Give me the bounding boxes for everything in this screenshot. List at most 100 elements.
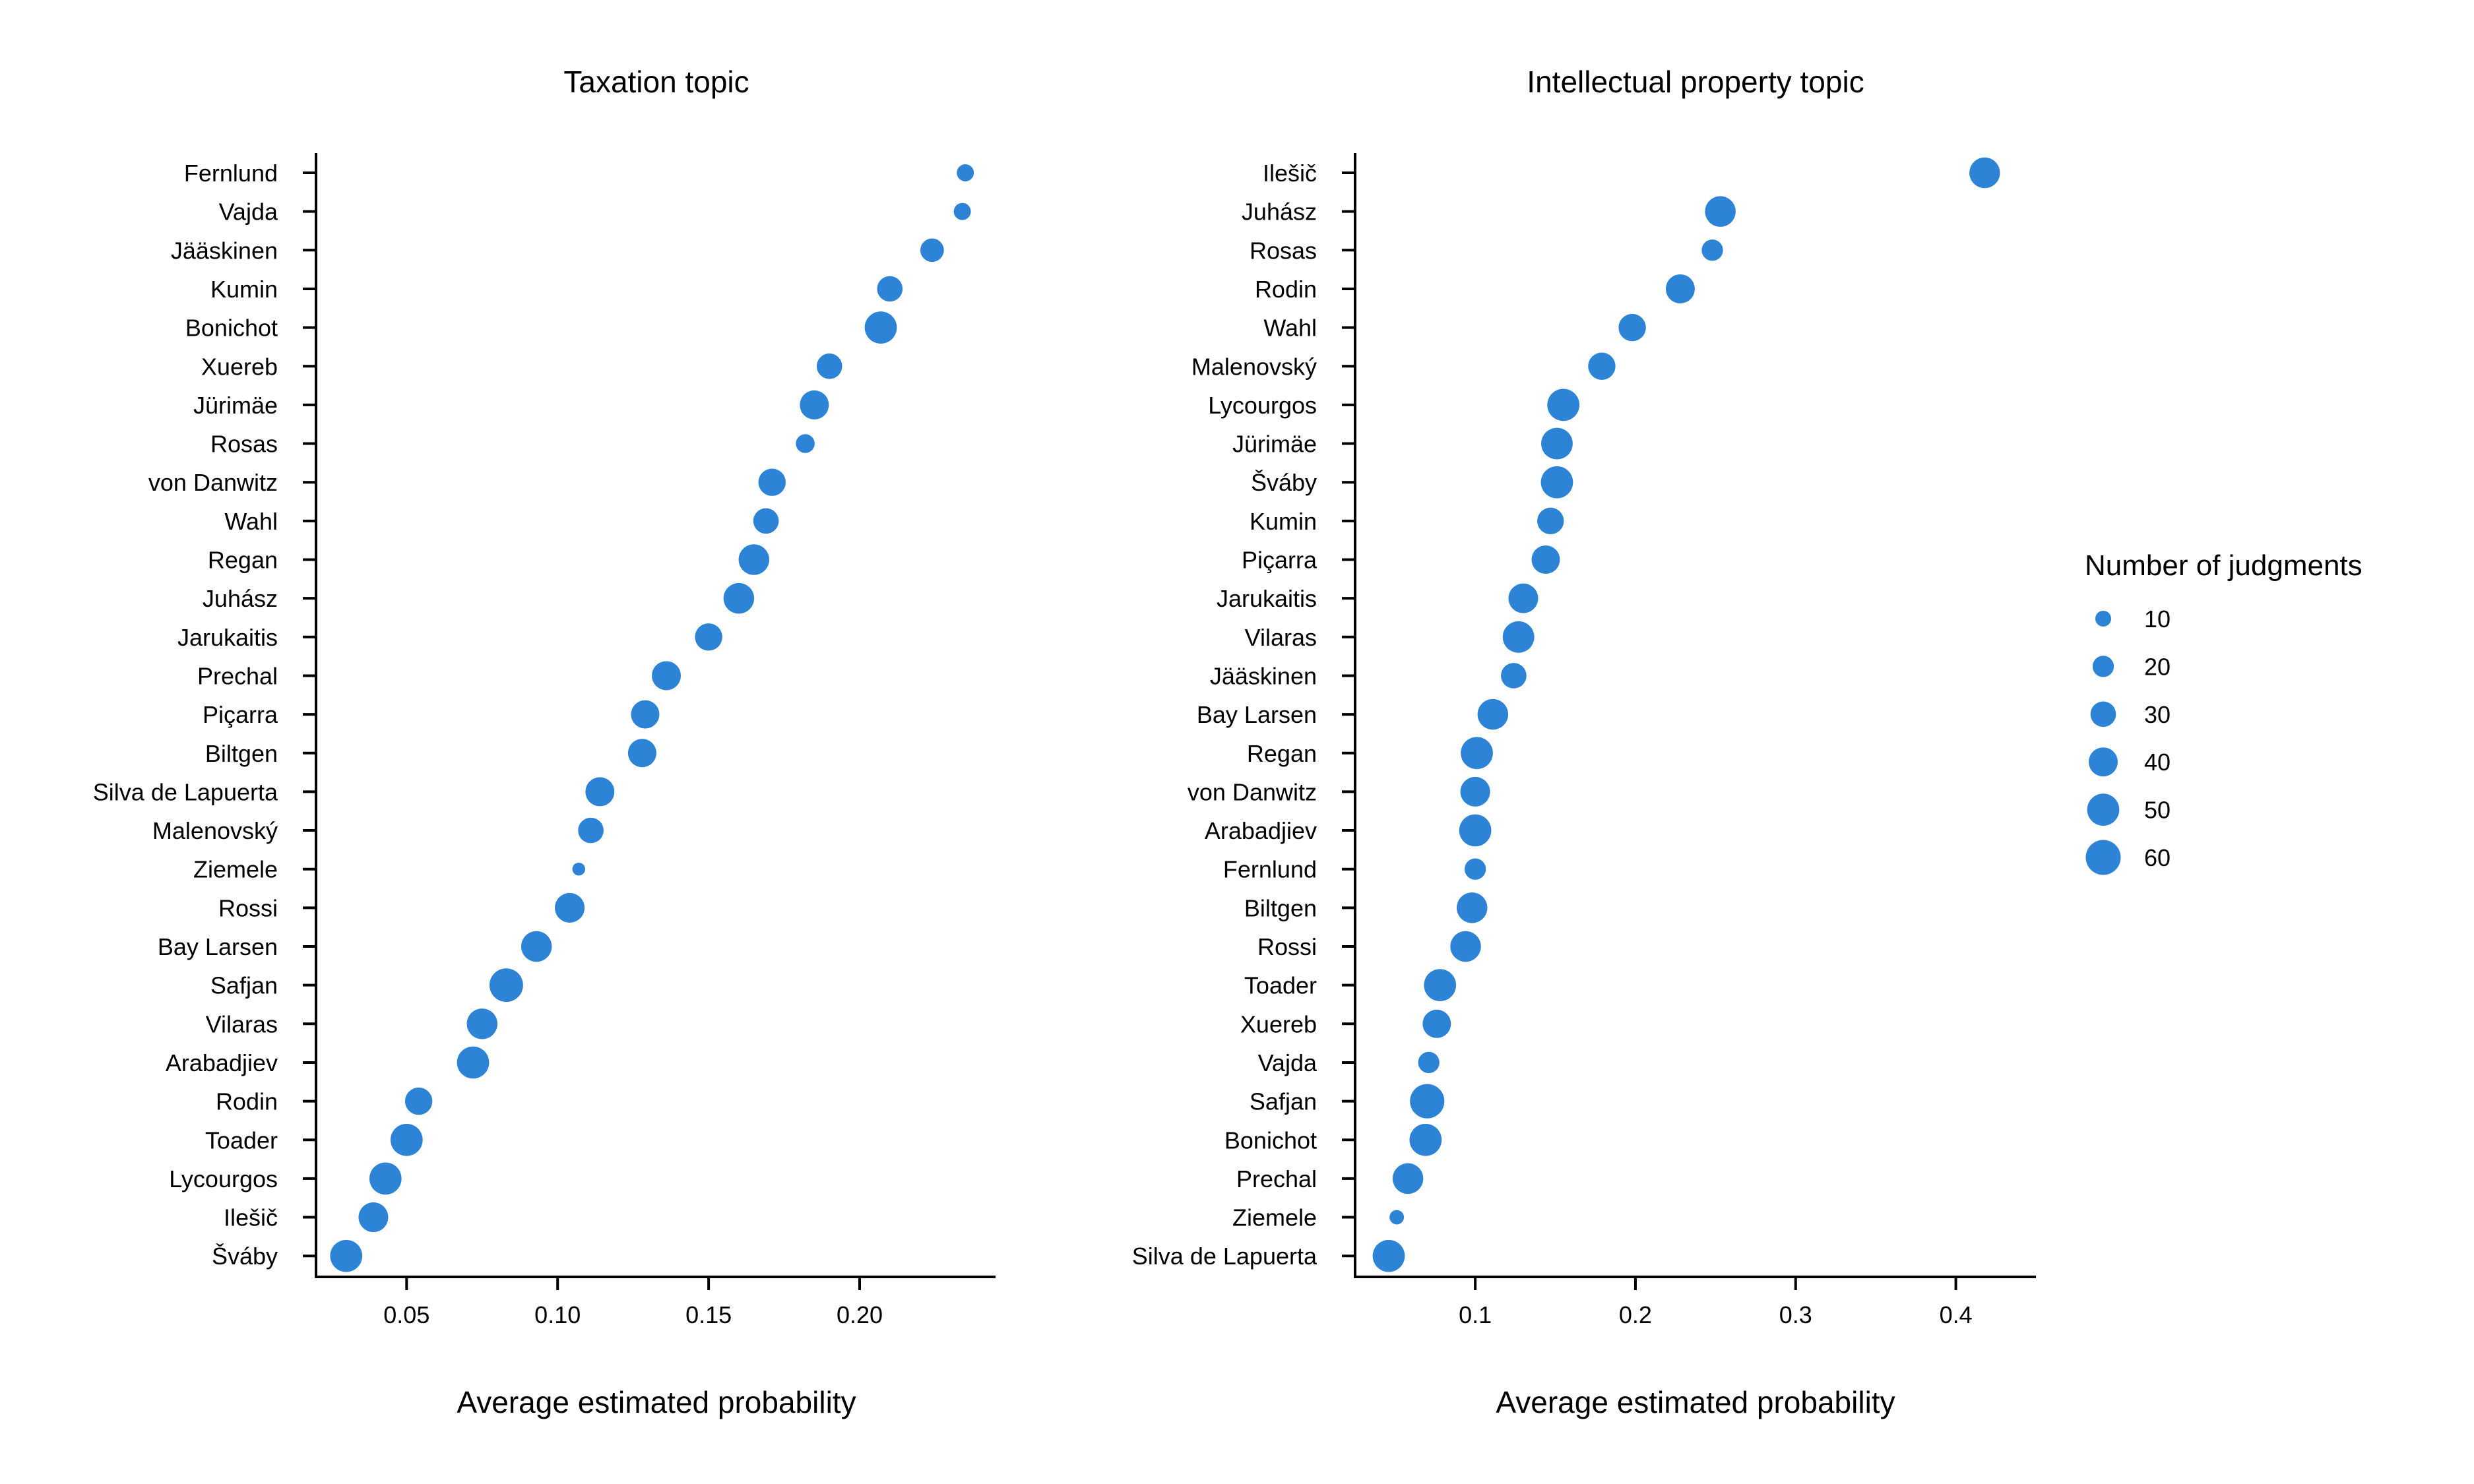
y-tick-label-safjan: Safjan [210,972,278,999]
panel-title-taxation: Taxation topic [563,65,749,99]
point-toader [1424,969,1457,1002]
legend-label-20: 20 [2144,653,2171,680]
y-tick-label-toader: Toader [205,1127,278,1154]
point-fernlund [1464,858,1486,880]
y-tick-label-biltgen: Biltgen [1244,894,1317,921]
y-tick-label-kumin: Kumin [210,276,278,303]
y-tick-label-arabadjiev: Arabadjiev [1205,817,1317,844]
y-tick-label-svaby: Šváby [1251,469,1317,496]
x-tick-label-intellectual-property: 0.4 [1940,1301,1973,1328]
x-tick-label-taxation: 0.05 [383,1301,429,1328]
point-safjan [1410,1084,1445,1119]
point-biltgen [1457,892,1488,923]
y-tick-label-prechal: Prechal [197,662,278,689]
plot-area-taxation: Fernlund Vajda Jääskinen Kumin Bonichot Xuere… [93,160,974,1328]
y-tick-label-fernlund: Fernlund [184,160,278,187]
y-tick-label-picarra: Piçarra [1242,547,1317,574]
y-tick-label-wahl: Wahl [1263,315,1317,342]
x-tick-label-intellectual-property: 0.3 [1779,1301,1812,1328]
legend-symbol-60 [2085,840,2121,875]
y-tick-label-bonichot: Bonichot [185,315,278,342]
point-silva-de-lapuerta [1372,1239,1405,1272]
legend-label-40: 40 [2144,749,2171,776]
point-jurimae [1541,427,1573,460]
y-tick-label-juhasz: Juhász [203,585,278,612]
y-tick-label-ziemele: Ziemele [193,856,278,883]
y-tick-label-toader: Toader [1244,972,1317,999]
panel-taxation: Taxation topic Fernlund Vajda Jääskinen Kum… [93,65,996,1419]
x-tick-label-taxation: 0.20 [837,1301,883,1328]
point-bonichot [1409,1123,1442,1156]
y-tick-label-rossi: Rossi [218,894,278,921]
y-tick-label-vajda: Vajda [219,199,278,226]
point-xuereb [816,353,842,379]
point-ziemele [572,862,586,876]
y-tick-label-von-danwitz: von Danwitz [1188,778,1317,805]
point-fernlund [957,164,974,181]
point-vilaras [466,1008,497,1039]
point-vajda [953,202,971,220]
y-tick-label-vajda: Vajda [1258,1049,1317,1076]
y-tick-label-silva-de-lapuerta: Silva de Lapuerta [93,778,278,805]
y-tick-label-xuereb: Xuereb [201,353,278,380]
y-tick-label-svaby: Šváby [212,1243,278,1270]
point-prechal [652,661,682,691]
x-tick-label-taxation: 0.10 [534,1301,581,1328]
point-juhasz [1705,196,1736,227]
y-tick-label-jurimae: Jürimäe [1232,431,1317,458]
point-arabadjiev [1459,814,1492,847]
x-axis-label-intellectual-property: Average estimated probability [1496,1385,1895,1419]
y-tick-label-lycourgos: Lycourgos [169,1165,278,1192]
y-tick-label-silva-de-lapuerta: Silva de Lapuerta [1132,1243,1317,1270]
point-arabadjiev [457,1046,490,1079]
y-tick-label-ilesic: Ilešič [224,1204,278,1231]
y-tick-label-rodin: Rodin [1255,276,1317,303]
point-rosas [796,434,815,453]
point-svaby [330,1239,363,1272]
point-picarra [631,700,660,729]
y-tick-label-jaaskinen: Jääskinen [171,237,278,264]
y-tick-label-wahl: Wahl [224,508,278,535]
y-tick-label-jaaskinen: Jääskinen [1210,662,1317,689]
point-rodin [1665,274,1695,303]
legend-items: 10 20 30 40 50 60 [2085,605,2171,875]
point-malenovsky [578,817,604,844]
point-vajda [1418,1051,1440,1074]
y-tick-label-xuereb: Xuereb [1240,1010,1317,1037]
y-tick-label-biltgen: Biltgen [205,740,278,767]
point-svaby [1540,466,1573,499]
panel-title-intellectual-property: Intellectual property topic [1527,65,1864,99]
legend-label-30: 30 [2144,701,2171,728]
point-ilesic [358,1202,389,1233]
y-tick-label-rosas: Rosas [210,431,278,458]
point-bay-larsen [521,931,552,962]
point-rossi [555,892,585,923]
y-tick-label-vilaras: Vilaras [206,1010,278,1037]
point-safjan [489,968,523,1003]
point-lycourgos [369,1162,402,1195]
y-tick-label-rosas: Rosas [1250,237,1317,264]
y-tick-label-kumin: Kumin [1250,508,1317,535]
y-tick-label-regan: Regan [208,547,278,574]
x-tick-label-intellectual-property: 0.1 [1459,1301,1492,1328]
point-rossi [1450,931,1481,962]
point-juhasz [723,582,755,614]
y-tick-label-ziemele: Ziemele [1232,1204,1317,1231]
point-regan [738,544,769,575]
y-tick-label-malenovsky: Malenovský [1191,353,1317,380]
y-tick-label-jurimae: Jürimäe [193,392,278,419]
point-picarra [1531,545,1560,574]
point-prechal [1392,1163,1424,1194]
point-bonichot [864,311,897,344]
y-tick-label-juhasz: Juhász [1242,199,1317,226]
y-tick-label-malenovsky: Malenovský [152,817,278,844]
x-tick-label-intellectual-property: 0.2 [1619,1301,1652,1328]
y-tick-label-jarukaitis: Jarukaitis [1217,585,1317,612]
point-rodin [404,1087,433,1115]
panel-intellectual-property: Intellectual property topic Ilešič Juhász… [1132,65,2036,1419]
point-vilaras [1502,621,1535,653]
y-tick-label-rossi: Rossi [1257,933,1317,960]
point-kumin [1537,507,1564,535]
x-tick-label-taxation: 0.15 [685,1301,732,1328]
